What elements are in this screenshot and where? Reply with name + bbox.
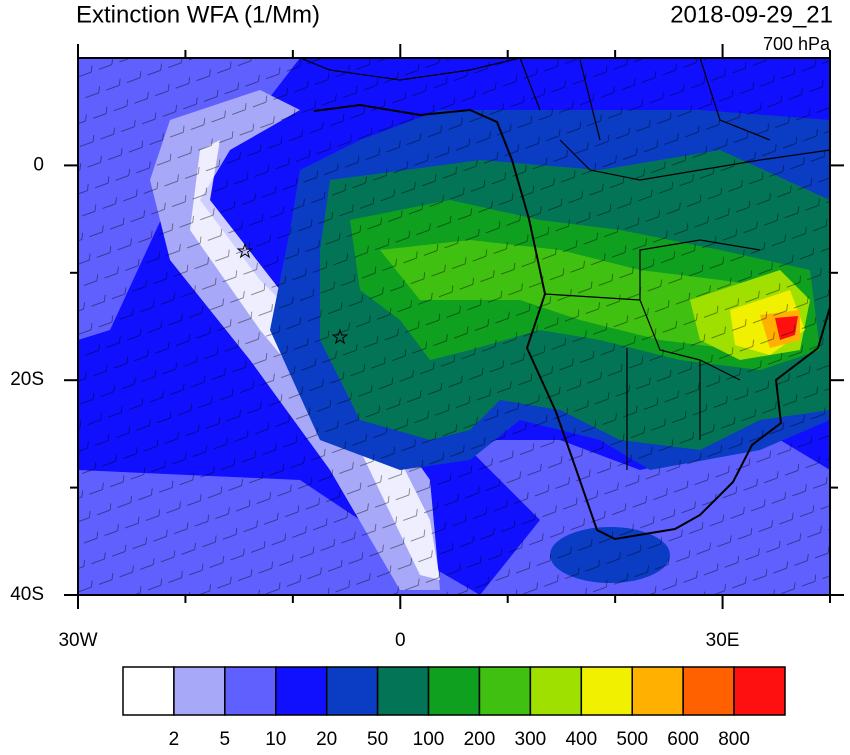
site-marker: ★	[237, 241, 253, 261]
colorbar-label: 400	[565, 729, 597, 750]
y-tick-label: 40S	[10, 584, 44, 605]
colorbar-box	[275, 666, 328, 716]
colorbar-label: 800	[718, 729, 750, 750]
plot-frame	[77, 57, 831, 596]
colorbar-label: 50	[367, 729, 388, 750]
colorbar-label: 5	[220, 729, 231, 750]
colorbar-label: 600	[667, 729, 699, 750]
colorbar-box	[580, 666, 633, 716]
y-tick-label: 0	[33, 154, 44, 175]
colorbar-label: 500	[616, 729, 648, 750]
colorbar-label: 10	[265, 729, 286, 750]
date-label: 2018-09-29_21	[670, 1, 833, 28]
colorbar-label: 200	[464, 729, 496, 750]
colorbar-box	[427, 666, 481, 716]
map-field: ★ ★	[78, 58, 830, 595]
coastline	[313, 103, 830, 541]
colorbar-box	[325, 666, 379, 716]
colorbar-box	[733, 666, 786, 716]
x-tick-label: 0	[395, 630, 406, 651]
x-tick-label: 30W	[58, 630, 97, 651]
site-marker: ★	[332, 327, 348, 347]
colorbar-box	[224, 666, 277, 716]
country-borders	[299, 58, 830, 470]
colorbar-box	[682, 666, 735, 716]
colorbar-label: 100	[413, 729, 445, 750]
level-label: 700 hPa	[763, 34, 831, 54]
colorbar-box	[122, 666, 175, 716]
colorbar-box	[631, 666, 684, 716]
chart-title: Extinction WFA (1/Mm)	[76, 1, 320, 28]
colorbar-box	[173, 666, 226, 716]
colorbar-box	[529, 666, 583, 716]
x-tick-label: 30E	[706, 630, 740, 651]
colorbar-label: 20	[316, 729, 337, 750]
wind-barbs	[78, 58, 830, 595]
colorbar-box	[376, 666, 430, 716]
colorbar-label: 300	[515, 729, 547, 750]
y-tick-label: 20S	[10, 369, 44, 390]
colorbar-box	[478, 666, 532, 716]
colorbar-label: 2	[169, 729, 180, 750]
